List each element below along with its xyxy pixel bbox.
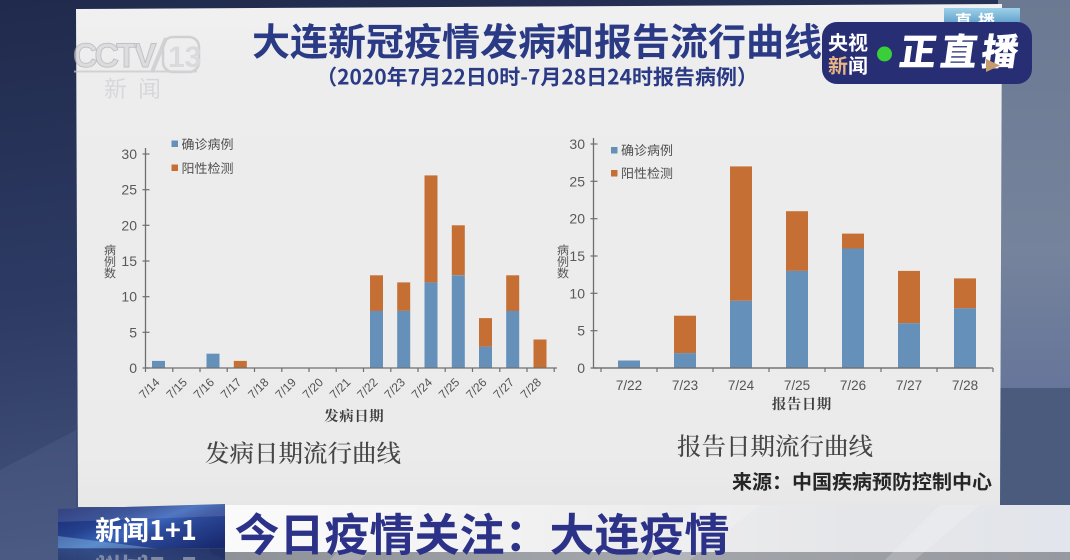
svg-text:CCTV: CCTV [73,37,157,75]
svg-text:20: 20 [121,217,137,233]
svg-text:7/23: 7/23 [672,378,698,393]
svg-text:25: 25 [121,182,137,198]
svg-text:7/28: 7/28 [952,378,978,393]
svg-text:5: 5 [129,324,137,340]
svg-text:15: 15 [121,253,137,269]
svg-text:7/25: 7/25 [784,378,810,393]
svg-text:5: 5 [577,323,585,339]
svg-text:30: 30 [569,136,585,152]
svg-text:15: 15 [569,248,585,264]
svg-text:0: 0 [129,360,137,376]
svg-text:13: 13 [168,41,201,74]
svg-text:10: 10 [121,289,137,305]
svg-text:20: 20 [569,211,585,227]
svg-text:7/27: 7/27 [896,378,922,393]
svg-text:7/24: 7/24 [728,378,755,393]
svg-text:25: 25 [569,173,585,189]
svg-text:10: 10 [569,285,585,301]
svg-text:7/26: 7/26 [840,378,866,393]
svg-text:30: 30 [121,146,137,162]
svg-text:7/22: 7/22 [616,378,642,393]
svg-text:0: 0 [577,360,585,376]
